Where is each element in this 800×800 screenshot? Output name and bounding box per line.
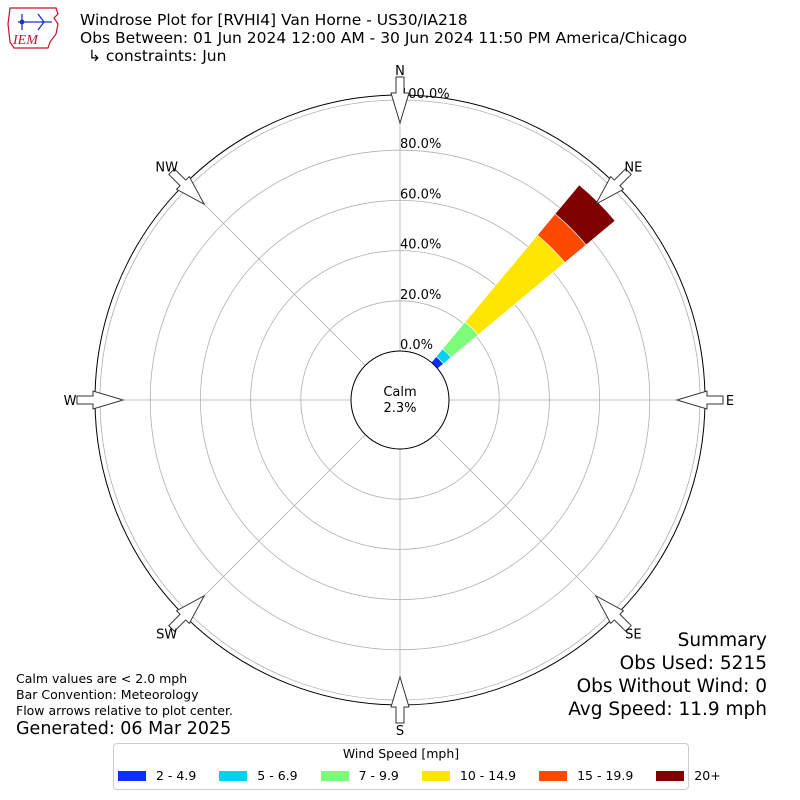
legend-swatch [219,770,248,781]
wind-bar-segment [554,184,616,246]
legend-label: 10 - 14.9 [459,768,517,783]
legend-item: 5 - 6.9 [219,768,298,783]
bar-convention-note: Bar Convention: Meteorology [16,687,199,702]
summary-heading: Summary [677,630,767,651]
legend-swatch [421,770,450,781]
obs-without-wind: Obs Without Wind: 0 [576,676,767,697]
legend-swatch [118,770,146,781]
generated-date: Generated: 06 Mar 2025 [16,719,232,739]
obs-range: Obs Between: 01 Jun 2024 12:00 AM - 30 J… [80,29,688,47]
logo-text: IEM [12,33,39,48]
wind-bar-segment [464,234,566,336]
legend: Wind Speed [mph] 2 - 4.9 5 - 6.9 7 - 9.9… [113,743,721,790]
radial-tick-label: 20.0% [400,288,441,303]
chart-title: Windrose Plot for [RVHI4] Van Horne - US… [80,11,468,29]
legend-item: 10 - 14.9 [421,768,517,783]
legend-label: 7 - 9.9 [358,768,399,783]
legend-item: 15 - 19.9 [539,768,633,783]
legend-swatch [539,770,568,781]
legend-item: 20+ [656,768,721,783]
avg-speed: Avg Speed: 11.9 mph [568,699,767,720]
direction-label: NW [155,161,178,176]
direction-label: N [395,64,405,79]
direction-label: E [726,394,734,409]
direction-label: SW [156,627,177,642]
legend-title: Wind Speed [mph] [342,746,460,761]
iem-logo: IEM [4,4,62,52]
direction-label: SE [625,627,641,642]
flow-arrow-icon [168,168,206,206]
direction-label: NE [624,161,642,176]
radial-tick-label: 40.0% [400,238,441,253]
legend-label: 2 - 4.9 [156,768,197,783]
legend-label: 20+ [694,768,721,783]
grid-spoke [434,434,613,613]
radial-tick-label: 100.0% [400,87,450,102]
flow-note: Flow arrows relative to plot center. [16,703,233,718]
calm-value: 2.3% [383,401,416,416]
radial-tick-label: 0.0% [400,338,433,353]
calm-label: Calm [383,385,416,400]
obs-used: Obs Used: 5215 [619,653,767,674]
direction-label: W [64,394,77,409]
calm-circle [350,350,450,450]
radial-tick-label: 60.0% [400,187,441,202]
legend-swatch [656,770,685,781]
flow-arrow-icon [76,390,125,410]
flow-arrow-icon [594,594,632,632]
constraints-line: ↳ constraints: Jun [88,47,227,65]
grid-spoke [187,434,366,613]
legend-label: 15 - 19.9 [577,768,634,783]
legend-item: 7 - 9.9 [320,768,399,783]
flow-arrow-icon [168,594,206,632]
notes-block: Calm values are < 2.0 mph Bar Convention… [16,671,233,719]
legend-item: 2 - 4.9 [118,768,196,783]
flow-arrow-icon [675,390,724,410]
grid-spoke [187,187,366,366]
legend-label: 5 - 6.9 [257,768,298,783]
legend-items: 2 - 4.9 5 - 6.9 7 - 9.9 10 - 14.9 15 - 1… [118,768,721,783]
flow-arrow-icon [390,675,410,724]
summary-block: Summary Obs Used: 5215 Obs Without Wind:… [568,629,767,721]
calm-note: Calm values are < 2.0 mph [16,671,188,686]
flow-arrow-icon [390,76,410,125]
flow-arrow-icon [594,168,632,206]
direction-label: S [396,724,404,739]
radial-tick-label: 80.0% [400,137,441,152]
legend-swatch [320,770,349,781]
